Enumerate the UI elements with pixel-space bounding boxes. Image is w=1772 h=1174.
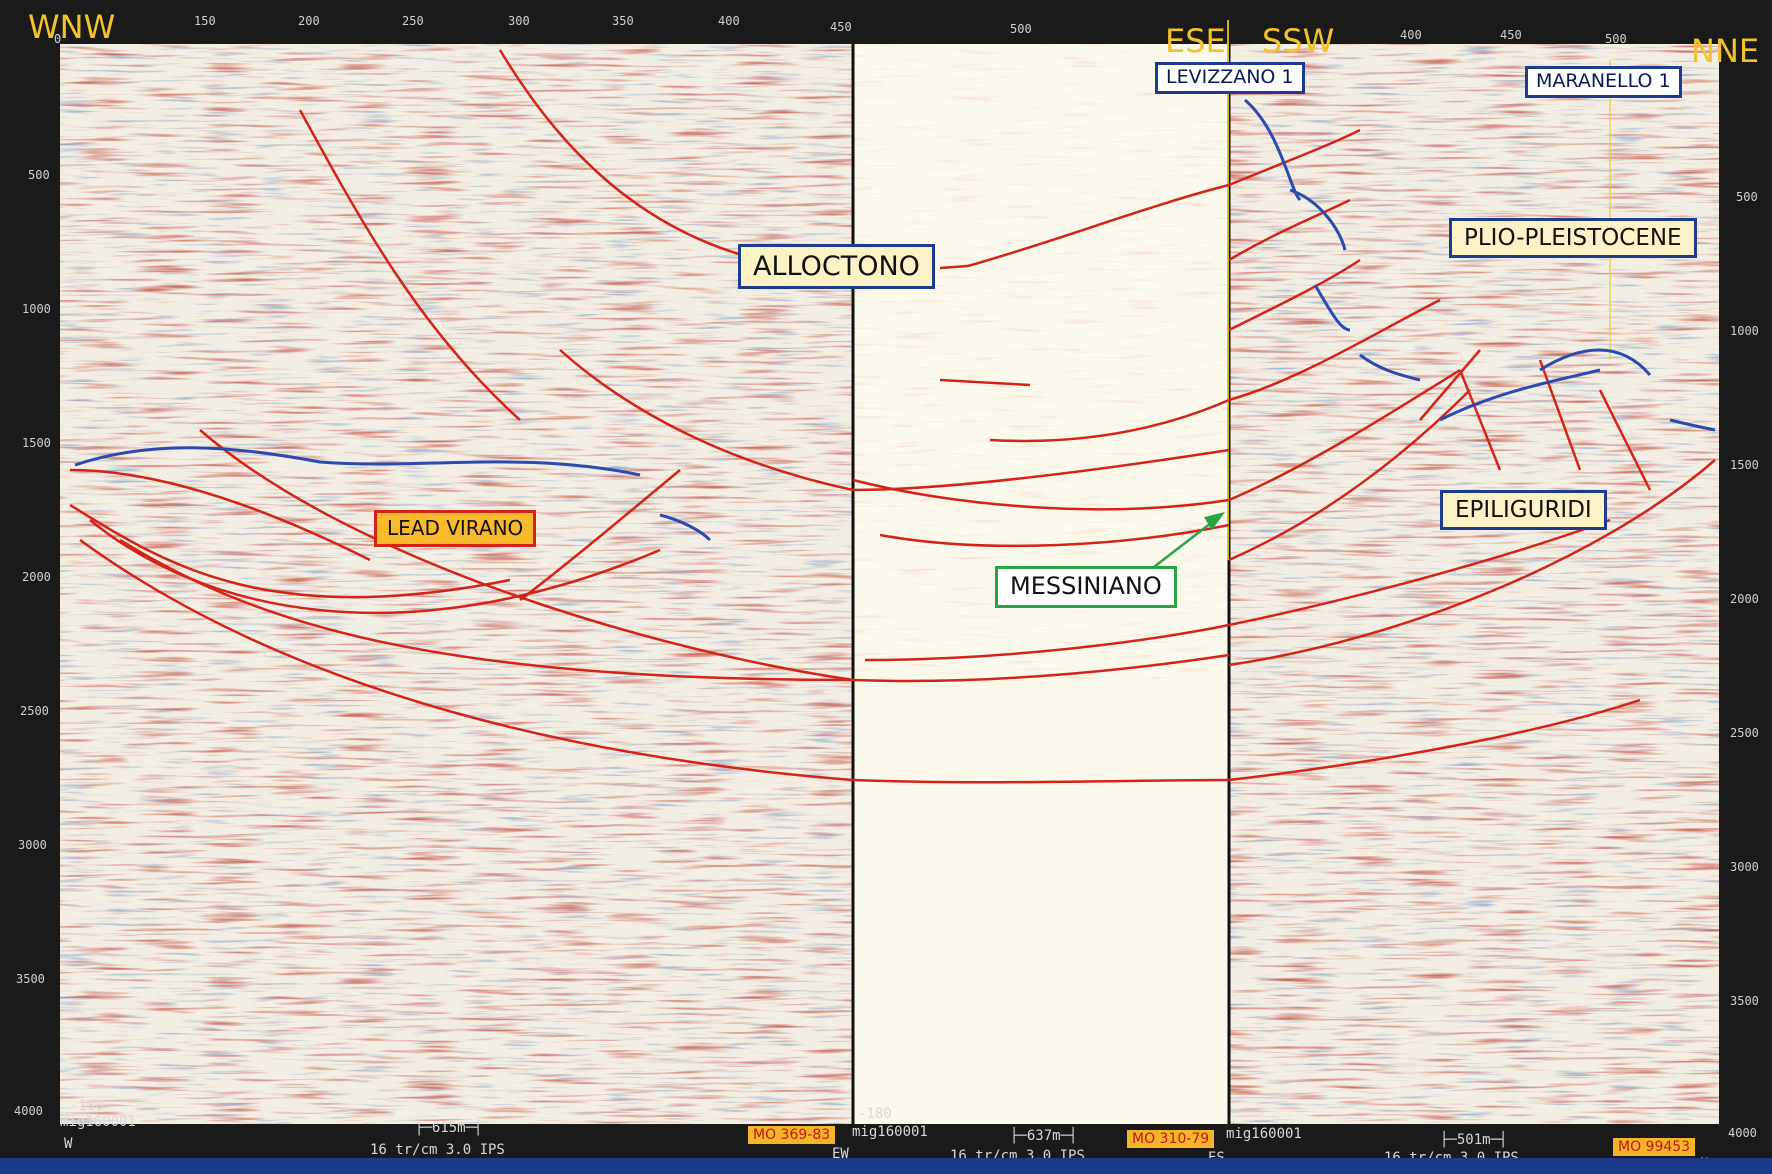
top-tick: 200: [298, 14, 320, 28]
bottom-bar: [0, 1158, 1772, 1174]
depth-tick: 1000: [1730, 324, 1759, 338]
footer-cdp: -180: [858, 1106, 892, 1122]
well-label-levizzano: LEVIZZANO 1: [1155, 62, 1305, 94]
footer-line-name: mig160001: [60, 1114, 136, 1130]
footer-line-name: mig160001: [1226, 1126, 1302, 1142]
footer-scale: ├─501m─┤: [1440, 1132, 1508, 1148]
top-tick: 300: [508, 14, 530, 28]
depth-tick: 2000: [1730, 592, 1759, 606]
direction-ssw: SSW: [1262, 22, 1335, 60]
line-id-mo-99453: MO 99453: [1613, 1138, 1696, 1156]
footer-params: 16 tr/cm 3.0 IPS: [370, 1142, 505, 1158]
top-tick: 500: [1010, 22, 1032, 36]
depth-tick: 3000: [18, 838, 47, 852]
depth-tick: 2500: [1730, 726, 1759, 740]
footer-scale: ├─637m─┤: [1010, 1128, 1078, 1144]
depth-tick: 1500: [1730, 458, 1759, 472]
label-plio-pleistocene: PLIO-PLEISTOCENE: [1449, 218, 1697, 259]
depth-tick: 2000: [22, 570, 51, 584]
top-tick: 150: [194, 14, 216, 28]
depth-tick: 1000: [22, 302, 51, 316]
depth-tick: 1500: [22, 436, 51, 450]
well-label-maranello: MARANELLO 1: [1525, 66, 1682, 98]
label-alloctono: ALLOCTONO: [738, 244, 935, 290]
depth-tick: 3500: [1730, 994, 1759, 1008]
footer-cdp: -180: [70, 1098, 104, 1114]
depth-tick: 3500: [16, 972, 45, 986]
footer-line-name: mig160001: [852, 1124, 928, 1140]
depth-tick: 500: [1736, 190, 1758, 204]
top-tick: 250: [402, 14, 424, 28]
top-tick: 450: [1500, 28, 1522, 42]
direction-nne: NNE: [1691, 32, 1760, 70]
footer-end: W: [64, 1136, 73, 1152]
depth-tick: 4000: [14, 1104, 43, 1118]
top-tick: 0: [54, 32, 62, 46]
depth-tick: 3000: [1730, 860, 1759, 874]
top-tick: 500: [1605, 32, 1627, 46]
footer-scale: ├─615m─┤: [415, 1120, 483, 1136]
line-id-mo-310-79: MO 310-79: [1127, 1130, 1215, 1148]
top-tick: 400: [718, 14, 740, 28]
line-id-mo-369-83: MO 369-83: [748, 1126, 836, 1144]
direction-ese: ESE: [1165, 22, 1226, 60]
label-messiniano: MESSINIANO: [995, 566, 1177, 608]
top-tick: 400: [1400, 28, 1422, 42]
direction-wnw: WNW: [28, 8, 116, 46]
top-tick: 450: [830, 20, 852, 34]
depth-tick: 500: [28, 168, 50, 182]
label-lead-virano: LEAD VIRANO: [374, 510, 537, 547]
depth-tick: 4000: [1728, 1126, 1757, 1140]
label-epiliguridi: EPILIGURIDI: [1440, 490, 1607, 531]
depth-tick: 2500: [20, 704, 49, 718]
top-tick: 350: [612, 14, 634, 28]
